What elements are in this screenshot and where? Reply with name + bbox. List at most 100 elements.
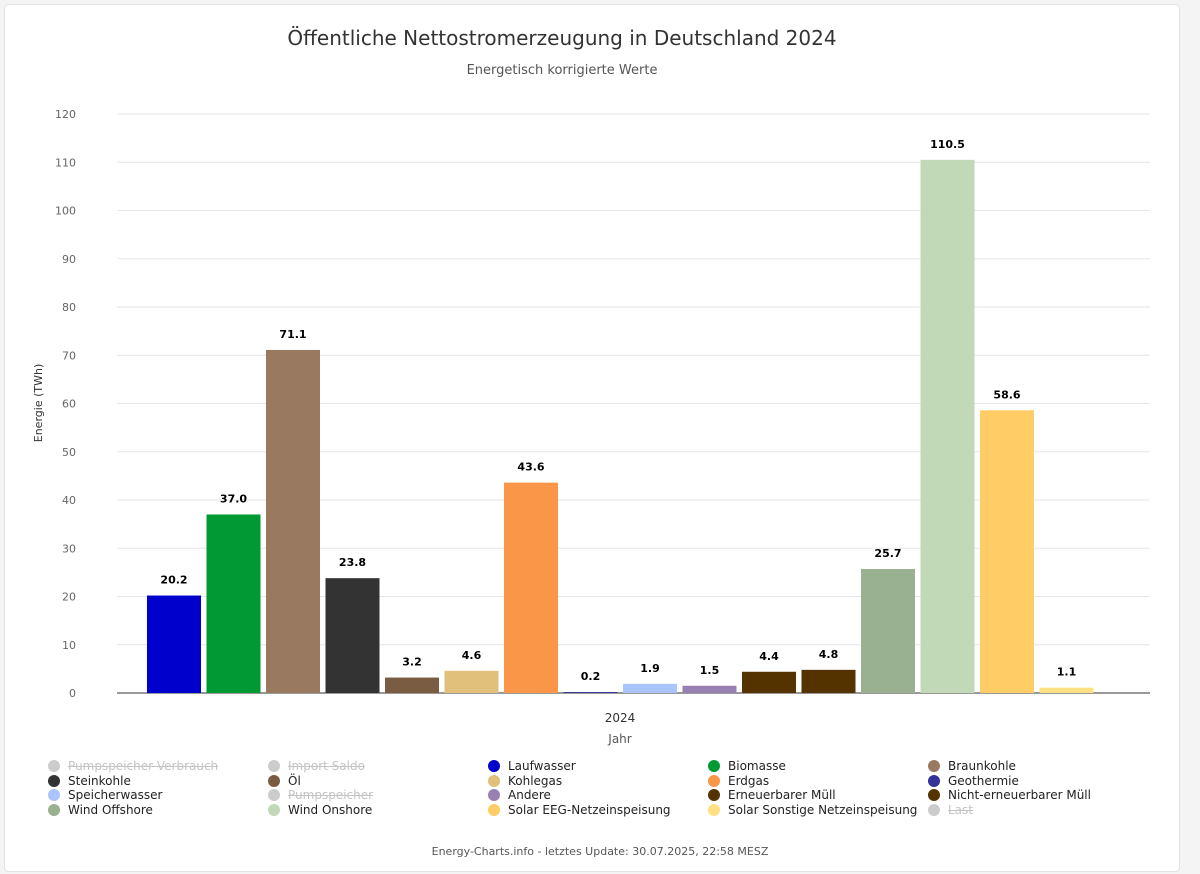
data-label: 1.9: [640, 662, 660, 675]
legend-item[interactable]: Solar EEG-Netzeinspeisung: [488, 803, 708, 818]
legend-label: Biomasse: [728, 759, 786, 774]
legend-label: Nicht-erneuerbarer Müll: [948, 788, 1091, 803]
bar[interactable]: [801, 669, 856, 693]
bar[interactable]: [1039, 687, 1094, 693]
legend-item[interactable]: Erneuerbarer Müll: [708, 788, 928, 803]
y-tick-label: 90: [62, 253, 76, 266]
bar[interactable]: [623, 683, 677, 693]
legend-item[interactable]: Braunkohle: [928, 759, 1148, 774]
legend-item[interactable]: Speicherwasser: [48, 788, 268, 803]
legend-label: Speicherwasser: [68, 788, 163, 803]
legend-item[interactable]: Pumpspeicher: [268, 788, 488, 803]
data-label: 0.2: [581, 670, 601, 683]
legend-item[interactable]: Laufwasser: [488, 759, 708, 774]
legend-label: Braunkohle: [948, 759, 1016, 774]
data-label: 20.2: [160, 574, 187, 587]
legend-marker-icon: [48, 760, 60, 773]
bar[interactable]: [206, 514, 261, 693]
legend-marker-icon: [268, 803, 280, 816]
legend-marker-icon: [488, 760, 500, 773]
data-label: 4.8: [819, 648, 839, 661]
data-label: 1.5: [700, 664, 720, 677]
legend-label: Wind Onshore: [288, 802, 373, 817]
y-axis-label: Energie (TWh): [32, 364, 45, 442]
legend-item[interactable]: Nicht-erneuerbarer Müll: [928, 788, 1148, 803]
y-tick-label: 60: [62, 398, 76, 411]
y-tick-label: 30: [62, 542, 76, 555]
data-label: 4.4: [759, 650, 779, 663]
legend-label: Pumpspeicher: [288, 788, 374, 803]
data-label: 43.6: [517, 461, 544, 474]
legend: Pumpspeicher Verbrauch Import Saldo Laufwa…: [48, 759, 1168, 817]
footer-credit: Energy-Charts.info - letztes Update: 30.…: [431, 845, 769, 858]
legend-label: Erneuerbarer Müll: [728, 788, 836, 803]
legend-item[interactable]: Pumpspeicher Verbrauch: [48, 759, 268, 774]
legend-label: Laufwasser: [508, 759, 576, 774]
legend-item[interactable]: Import Saldo: [268, 759, 488, 774]
bar[interactable]: [920, 159, 975, 693]
y-tick-label: 110: [55, 156, 76, 169]
x-axis-label: Jahr: [607, 732, 631, 746]
legend-marker-icon: [488, 789, 500, 802]
legend-marker-icon: [708, 803, 720, 816]
bar[interactable]: [682, 685, 737, 693]
data-label: 1.1: [1057, 666, 1077, 679]
legend-label: Solar Sonstige Netzeinspeisung: [728, 802, 918, 817]
legend-label: Last: [948, 802, 973, 817]
bar[interactable]: [980, 410, 1034, 693]
legend-label: Import Saldo: [288, 759, 365, 774]
bar[interactable]: [325, 578, 380, 693]
y-tick-label: 80: [62, 301, 76, 314]
legend-label: Öl: [288, 773, 301, 788]
legend-item[interactable]: Öl: [268, 774, 488, 789]
legend-label: Erdgas: [728, 773, 770, 788]
y-tick-label: 100: [55, 205, 76, 218]
legend-marker-icon: [48, 803, 60, 816]
legend-marker-icon: [708, 774, 720, 787]
x-tick-label: 2024: [605, 711, 636, 725]
y-tick-label: 50: [62, 446, 76, 459]
bar[interactable]: [444, 670, 499, 693]
legend-marker-icon: [928, 803, 940, 816]
legend-item[interactable]: Biomasse: [708, 759, 928, 774]
legend-label: Pumpspeicher Verbrauch: [68, 759, 219, 774]
legend-marker-icon: [928, 774, 940, 787]
legend-item[interactable]: Kohlegas: [488, 774, 708, 789]
legend-item[interactable]: Solar Sonstige Netzeinspeisung: [708, 803, 928, 818]
legend-item[interactable]: Wind Onshore: [268, 803, 488, 818]
chart-subtitle: Energetisch korrigierte Werte: [467, 63, 658, 78]
legend-marker-icon: [488, 803, 500, 816]
bar[interactable]: [266, 349, 320, 693]
y-tick-label: 40: [62, 494, 76, 507]
legend-label: Geothermie: [948, 773, 1019, 788]
legend-marker-icon: [268, 789, 280, 802]
legend-item[interactable]: Andere: [488, 788, 708, 803]
legend-marker-icon: [48, 774, 60, 787]
bar[interactable]: [742, 671, 796, 693]
data-label: 4.6: [462, 649, 482, 662]
legend-label: Kohlegas: [508, 773, 563, 788]
legend-item[interactable]: Wind Offshore: [48, 803, 268, 818]
data-label: 3.2: [402, 656, 422, 669]
data-label: 25.7: [874, 547, 901, 560]
legend-label: Solar EEG-Netzeinspeisung: [508, 802, 671, 817]
legend-item[interactable]: Steinkohle: [48, 774, 268, 789]
y-tick-label: 120: [55, 108, 76, 121]
legend-label: Andere: [508, 788, 551, 803]
data-label: 37.0: [220, 492, 247, 505]
legend-item[interactable]: Geothermie: [928, 774, 1148, 789]
legend-item[interactable]: Erdgas: [708, 774, 928, 789]
bar[interactable]: [563, 692, 618, 693]
legend-label: Steinkohle: [68, 773, 131, 788]
legend-marker-icon: [488, 774, 500, 787]
data-label: 71.1: [279, 328, 306, 341]
legend-marker-icon: [708, 789, 720, 802]
bar[interactable]: [861, 568, 915, 693]
bar[interactable]: [147, 595, 201, 693]
bar[interactable]: [385, 677, 439, 693]
y-tick-label: 0: [69, 687, 76, 700]
bar[interactable]: [504, 482, 558, 693]
legend-item[interactable]: Last: [928, 803, 1148, 818]
data-label: 110.5: [930, 138, 965, 151]
